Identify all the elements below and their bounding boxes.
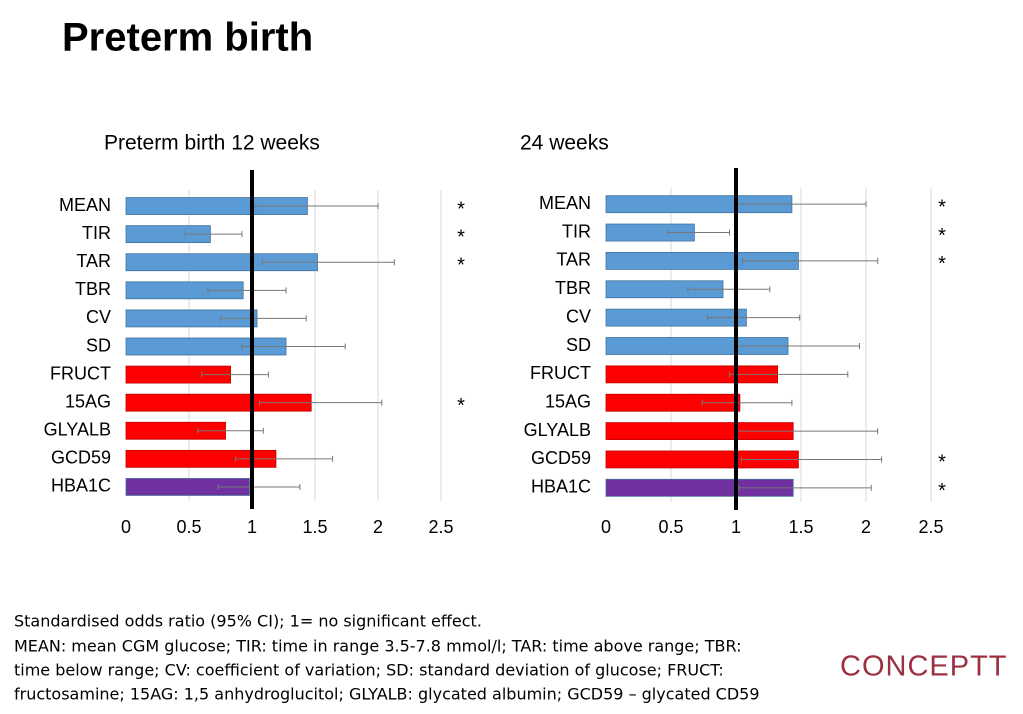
error-bar [729,371,849,378]
y-tick-label: MEAN [59,195,111,215]
error-bar [740,456,883,463]
x-tick-label: 0 [121,517,131,537]
y-tick-label: TAR [76,251,111,271]
error-bar [738,484,872,491]
y-tick-label: SD [566,335,591,355]
x-tick-label: 2.5 [428,517,453,537]
y-tick-label: TBR [75,279,111,299]
y-tick-label: HBA1C [531,477,591,497]
y-tick-label: TBR [555,278,591,298]
y-tick-label: GLYALB [44,420,111,440]
y-tick-label: GCD59 [531,448,591,468]
x-tick-label: 0 [601,517,611,537]
significance-marker: * [938,253,946,275]
footnote: Standardised odds ratio (95% CI); 1= no … [14,612,482,631]
slide-title: Preterm birth [62,16,313,60]
error-bar [184,231,243,238]
x-tick-label: 2 [373,517,383,537]
error-bar [259,399,383,406]
y-tick-label: FRUCT [530,363,591,383]
chart-title: 24 weeks [520,132,609,155]
significance-marker: * [457,395,465,417]
y-tick-label: 15AG [65,391,111,411]
significance-marker: * [938,480,946,502]
x-tick-label: 1 [731,517,741,537]
y-tick-label: CV [566,306,591,326]
significance-marker: * [457,255,465,277]
significance-marker: * [457,198,465,220]
x-tick-label: 1 [247,517,257,537]
footnote: MEAN: mean CGM glucose; TIR: time in ran… [14,637,742,656]
footnote: fructosamine; 15AG: 1,5 anhydroglucitol;… [14,685,760,704]
significance-marker: * [457,226,465,248]
x-tick-label: 1.5 [788,517,813,537]
y-tick-label: HBA1C [51,476,111,496]
logo: CONCEPTT [840,651,1008,683]
x-tick-label: 1.5 [302,517,327,537]
x-tick-label: 0.5 [658,517,683,537]
error-bar [255,203,379,210]
y-tick-label: TIR [562,221,591,241]
chart-title: Preterm birth 12 weeks [104,132,320,155]
y-tick-label: 15AG [545,391,591,411]
x-tick-label: 2 [861,517,871,537]
error-bar [706,314,801,321]
error-bar [207,287,287,294]
error-bar [201,371,269,378]
error-bar [217,483,301,490]
x-tick-label: 0.5 [176,517,201,537]
x-tick-label: 2.5 [918,517,943,537]
error-bar [261,259,395,266]
error-bar [220,315,307,322]
y-tick-label: MEAN [539,193,591,213]
error-bar [241,343,346,350]
significance-marker: * [938,225,946,247]
error-bar [687,286,771,293]
error-bar [666,229,730,236]
significance-marker: * [938,196,946,218]
error-bar [742,257,879,264]
significance-marker: * [938,452,946,474]
y-tick-label: SD [86,335,111,355]
y-tick-label: TIR [82,223,111,243]
footnote: time below range; CV: coefficient of var… [14,661,724,680]
error-bar [701,399,793,406]
y-tick-label: CV [86,307,111,327]
y-tick-label: FRUCT [50,363,111,383]
y-tick-label: GLYALB [524,420,591,440]
y-tick-label: GCD59 [51,448,111,468]
y-tick-label: TAR [556,250,591,270]
